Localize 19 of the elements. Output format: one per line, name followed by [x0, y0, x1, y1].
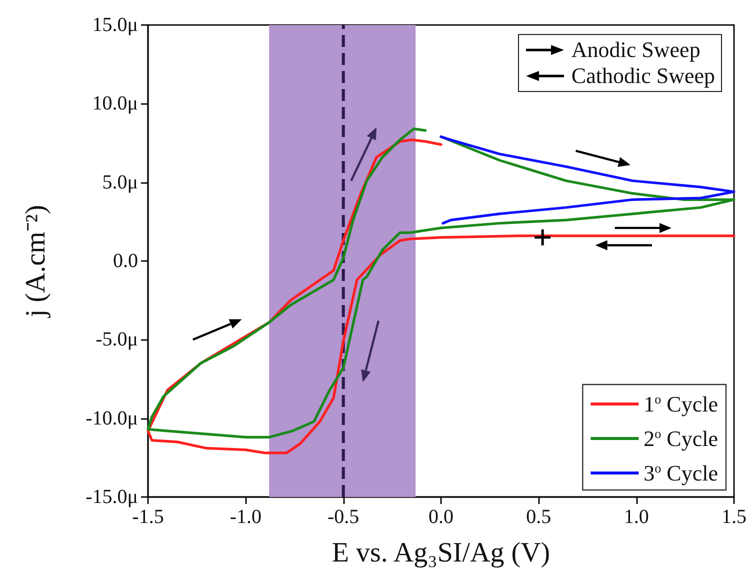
x-tick-label: -1.0 [230, 506, 262, 528]
y-tick-label: 15.0μ [92, 14, 138, 36]
y-tick-label: -10.0μ [86, 407, 138, 430]
x-axis-title: E vs. Ag₃SI/Ag (V) [332, 538, 550, 568]
y-tick-label: 0.0 [113, 250, 138, 272]
x-tick-label: 1.5 [722, 506, 746, 528]
annotation: Anodic Sweep [571, 37, 700, 63]
y-tick-label: -5.0μ [96, 328, 138, 351]
y-tick-label: 10.0μ [92, 92, 138, 115]
x-tick-label: 1.0 [624, 506, 649, 528]
line-series [440, 135, 736, 225]
annotation: Cathodic Sweep [571, 63, 715, 89]
y-tick-label: -15.0μ [86, 486, 138, 508]
y-axis-title: j (A.cm⁻²) [20, 204, 52, 318]
x-tick-label: 0.5 [526, 506, 552, 528]
x-tick-label: -0.5 [327, 506, 360, 528]
x-tick-label: -1.5 [132, 506, 164, 528]
y-tick-label: 5.0μ [102, 171, 138, 194]
x-tick-label: 0.0 [428, 506, 454, 528]
